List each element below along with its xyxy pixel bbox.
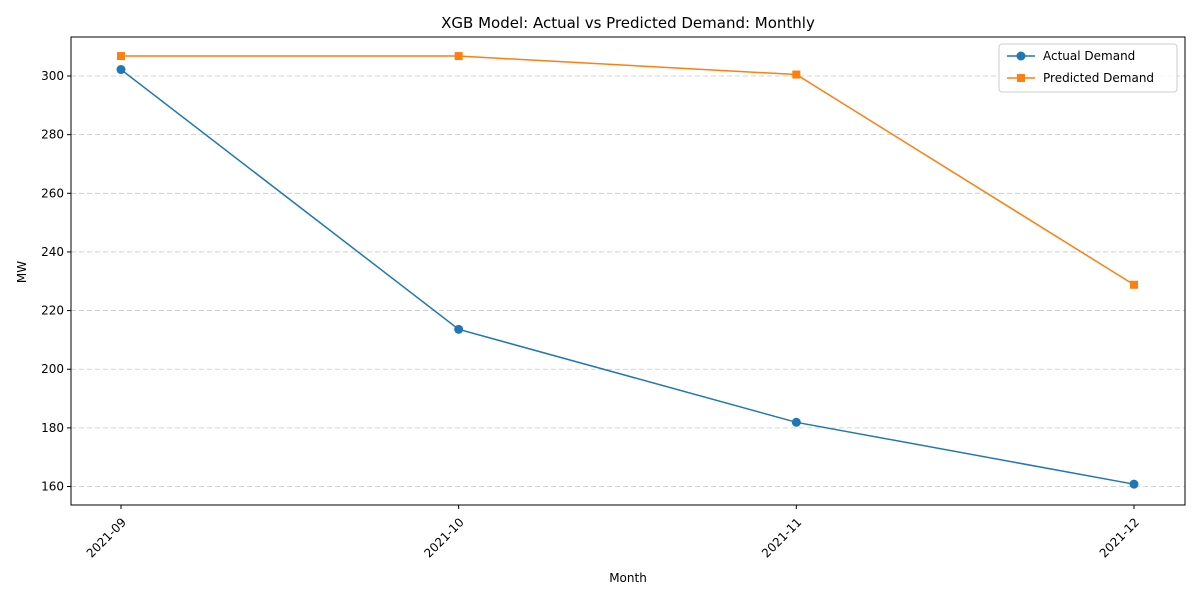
data-point	[454, 52, 463, 61]
data-point	[1129, 479, 1139, 489]
series-line	[121, 55, 1135, 286]
legend-label: Actual Demand	[1043, 49, 1135, 63]
grid-lines	[71, 75, 1185, 487]
data-point	[117, 52, 125, 61]
data-point	[116, 65, 126, 75]
series-lines	[120, 55, 1135, 485]
data-point	[454, 324, 464, 334]
y-tick-label: 300	[41, 69, 64, 83]
y-tick-label: 220	[41, 304, 64, 318]
y-tick-label: 180	[41, 421, 64, 435]
data-point	[791, 417, 801, 427]
x-tick-label: 2021-12	[1097, 515, 1142, 560]
y-axis-ticks: 160 180 200 220 240 260 280 300	[41, 69, 71, 494]
y-tick-label: 260	[41, 186, 64, 200]
y-tick-label: 200	[41, 362, 64, 376]
data-point	[792, 70, 801, 79]
data-point	[1130, 280, 1138, 289]
plot-area-frame	[70, 36, 1186, 506]
y-tick-label: 280	[41, 128, 64, 142]
legend: Actual Demand Predicted Demand	[998, 43, 1178, 93]
chart-title: XGB Model: Actual vs Predicted Demand: M…	[441, 14, 815, 32]
series-line	[120, 68, 1135, 485]
y-tick-label: 160	[41, 480, 64, 494]
y-axis-label: MW	[15, 261, 29, 283]
series-markers	[116, 52, 1139, 489]
legend-marker	[1017, 74, 1025, 82]
legend-box	[998, 43, 1178, 93]
legend-marker	[1016, 51, 1026, 61]
x-tick-label: 2021-09	[84, 515, 129, 560]
y-tick-label: 240	[41, 245, 64, 259]
x-tick-label: 2021-11	[759, 515, 804, 560]
x-axis-ticks: 2021-09 2021-10 2021-11 2021-12	[84, 505, 1142, 561]
legend-label: Predicted Demand	[1043, 71, 1154, 85]
x-axis-label: Month	[609, 571, 647, 585]
x-tick-label: 2021-10	[421, 515, 466, 560]
